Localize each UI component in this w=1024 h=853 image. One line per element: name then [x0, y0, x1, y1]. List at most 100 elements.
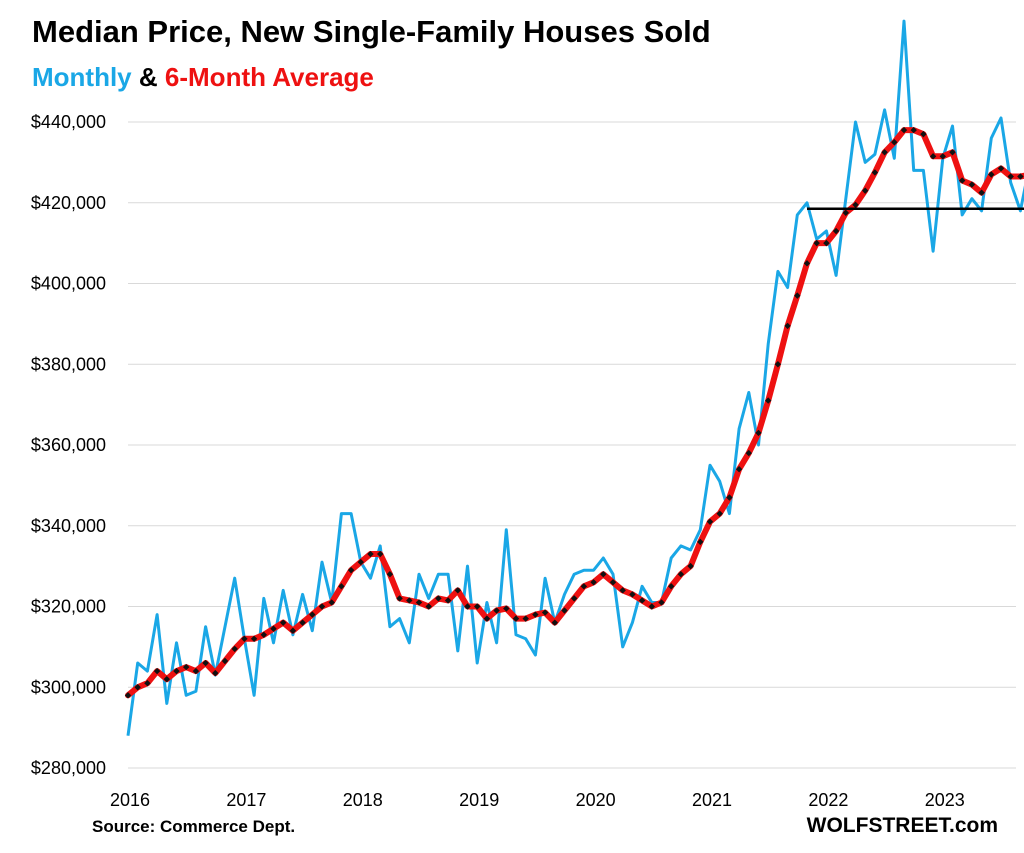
average-point — [619, 587, 626, 594]
average-point — [241, 635, 248, 642]
average-point — [813, 239, 820, 247]
average-point — [464, 603, 471, 610]
average-point — [968, 181, 976, 188]
y-axis-ticks: $280,000 $300,000 $320,000 $340,000 $360,000… — [31, 112, 106, 778]
x-axis-ticks: 201620172018201920202021202220232024 — [110, 790, 965, 810]
average-point — [774, 361, 782, 368]
y-tick-label: $400,000 — [31, 274, 106, 294]
average-point — [697, 538, 704, 546]
x-tick-label: 2016 — [110, 790, 150, 810]
average-point — [823, 239, 830, 247]
average-point — [347, 566, 355, 574]
average-point — [144, 680, 151, 687]
x-tick-label: 2021 — [692, 790, 732, 810]
average-point — [532, 611, 539, 618]
average-point — [163, 675, 170, 683]
average-point — [124, 692, 132, 699]
average-point — [978, 189, 985, 196]
average-point — [629, 591, 636, 598]
average-point — [425, 603, 432, 610]
average-point — [512, 615, 520, 622]
average-point — [784, 322, 791, 330]
x-tick-label: 2023 — [925, 790, 965, 810]
average-point — [755, 429, 762, 437]
y-tick-label: $380,000 — [31, 354, 106, 374]
average-point — [939, 153, 946, 160]
legend-ampersand: & — [138, 62, 158, 92]
average-point — [590, 579, 597, 586]
x-tick-label: 2019 — [459, 790, 499, 810]
average-point — [648, 603, 655, 610]
average-point — [832, 227, 840, 235]
average-point — [522, 615, 529, 622]
average-point — [444, 597, 452, 604]
average-point — [658, 599, 665, 606]
average-point — [668, 583, 675, 590]
average-point — [609, 579, 617, 586]
average-point — [396, 595, 403, 602]
average-point — [600, 571, 607, 578]
y-tick-label: $280,000 — [31, 758, 106, 778]
average-point — [474, 603, 481, 610]
x-tick-label: 2022 — [808, 790, 848, 810]
average-point — [318, 603, 326, 610]
x-tick-label: 2018 — [343, 790, 383, 810]
average-point — [493, 607, 500, 614]
average-point — [726, 494, 733, 501]
average-point — [192, 667, 200, 675]
average-point — [988, 171, 995, 178]
x-tick-label: 2017 — [226, 790, 266, 810]
average-point — [153, 667, 161, 675]
series-lines — [125, 19, 1024, 736]
average-point — [367, 550, 374, 558]
y-tick-label: $300,000 — [31, 677, 106, 697]
average-point — [910, 126, 917, 134]
average-point — [280, 619, 287, 626]
average-point — [231, 645, 238, 653]
average-point — [551, 619, 558, 626]
average-point — [328, 599, 335, 606]
y-tick-label: $440,000 — [31, 112, 106, 132]
average-point — [871, 169, 879, 176]
average-point — [881, 149, 888, 156]
average-point — [503, 605, 510, 612]
monthly-series-line — [126, 19, 1024, 736]
average-point — [309, 611, 316, 618]
average-point — [929, 153, 937, 160]
average-point — [377, 550, 384, 558]
average-point — [794, 292, 801, 299]
average-point — [900, 126, 908, 134]
legend-six-month-average: 6-Month Average — [164, 62, 374, 92]
average-point — [949, 149, 956, 156]
average-point — [299, 619, 306, 626]
gridlines — [128, 121, 1016, 769]
average-point — [415, 599, 423, 606]
average-point — [638, 597, 646, 604]
average-point — [862, 187, 869, 194]
average-point — [997, 165, 1005, 172]
y-tick-label: $360,000 — [31, 435, 106, 455]
average-point — [338, 583, 345, 590]
average-point — [920, 130, 927, 138]
chart-subtitle: Monthly & 6-Month Average — [32, 62, 374, 93]
y-tick-label: $340,000 — [31, 516, 106, 536]
average-point — [357, 558, 364, 566]
y-tick-label: $420,000 — [31, 193, 106, 213]
average-point — [134, 684, 141, 691]
average-point — [580, 583, 588, 590]
legend-monthly: Monthly — [32, 62, 132, 92]
average-point — [386, 571, 394, 578]
average-point — [202, 659, 209, 667]
average-point — [483, 615, 491, 622]
average-point — [173, 667, 180, 675]
average-point — [406, 597, 413, 604]
average-point — [1017, 173, 1024, 180]
average-point — [561, 607, 568, 614]
average-point — [842, 209, 849, 217]
average-point — [1007, 173, 1014, 180]
x-tick-label: 2020 — [576, 790, 616, 810]
average-point — [571, 595, 578, 602]
source-note: Source: Commerce Dept. — [92, 817, 296, 836]
average-point — [852, 201, 859, 208]
